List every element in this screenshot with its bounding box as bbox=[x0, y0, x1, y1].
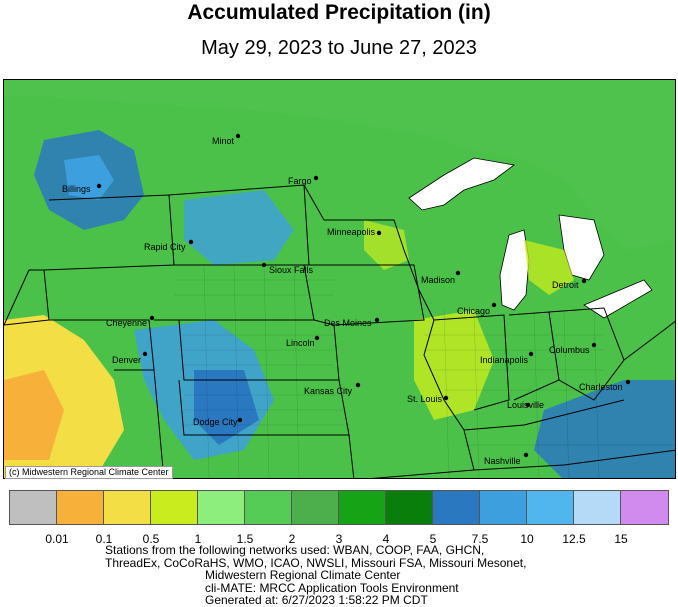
city-dot-indianapolis bbox=[528, 351, 534, 357]
legend-tick-6: 3 bbox=[335, 532, 343, 546]
map-canvas: Minot Billings Fargo Rapid City Minneapo… bbox=[4, 80, 675, 478]
city-label-nashville: Nashville bbox=[484, 456, 521, 466]
city-dot-lincoln bbox=[314, 335, 320, 341]
city-label-denver: Denver bbox=[112, 355, 141, 365]
wet-area-dakota bbox=[184, 190, 294, 265]
legend-tick-12: 15 bbox=[614, 532, 628, 546]
city-markers: Minot Billings Fargo Rapid City Minneapo… bbox=[62, 133, 631, 466]
city-label-louisville: Louisville bbox=[507, 400, 544, 410]
legend-swatch-9 bbox=[433, 491, 480, 524]
notes-line-1: Stations from the following networks use… bbox=[105, 543, 485, 557]
map-credit: (c) Midwestern Regional Climate Center bbox=[5, 466, 173, 479]
city-dot-minneapolis bbox=[376, 230, 382, 236]
city-label-cheyenne: Cheyenne bbox=[106, 318, 147, 328]
canada-region bbox=[4, 80, 675, 250]
city-label-fargo: Fargo bbox=[288, 176, 312, 186]
city-label-des-moines: Des Moines bbox=[324, 318, 372, 328]
city-label-detroit: Detroit bbox=[552, 280, 579, 290]
city-dot-madison bbox=[455, 270, 461, 276]
legend-tick-7: 4 bbox=[382, 532, 390, 546]
legend-tick-9: 7.5 bbox=[471, 532, 489, 546]
map-title: Accumulated Precipitation (in) bbox=[187, 1, 491, 24]
legend-tick-8: 5 bbox=[429, 532, 437, 546]
legend-tick-4: 1.5 bbox=[236, 532, 254, 546]
legend-swatch-3 bbox=[151, 491, 198, 524]
legend-swatch-1 bbox=[57, 491, 104, 524]
city-dot-denver bbox=[142, 351, 148, 357]
city-dot-nashville bbox=[523, 452, 529, 458]
legend-swatch-8 bbox=[386, 491, 433, 524]
city-dot-minot bbox=[235, 133, 241, 139]
city-label-st-louis: St. Louis bbox=[407, 394, 443, 404]
city-label-dodge-city: Dodge City bbox=[193, 417, 238, 427]
lake-superior bbox=[408, 157, 515, 211]
legend-tick-10: 10 bbox=[520, 532, 534, 546]
wet-area-southeast bbox=[534, 380, 675, 478]
city-dot-kansas-city bbox=[355, 382, 361, 388]
notes-line-4: cli-MATE: MRCC Application Tools Environ… bbox=[205, 580, 459, 595]
wet-core-plains bbox=[194, 370, 259, 445]
lake-michigan bbox=[499, 229, 530, 311]
state-borders bbox=[4, 184, 675, 478]
city-label-madison: Madison bbox=[421, 275, 455, 285]
precipitation-legend bbox=[9, 490, 669, 525]
city-dot-charleston bbox=[625, 379, 631, 385]
dry-area-illinois bbox=[414, 310, 494, 420]
city-dot-rapid-city bbox=[188, 239, 194, 245]
notes-line-2: ThreadEx, CoCoRaHS, WMO, ICAO, NWSLI, Mi… bbox=[105, 555, 527, 570]
precipitation-map: Minot Billings Fargo Rapid City Minneapo… bbox=[3, 79, 676, 479]
city-label-chicago: Chicago bbox=[457, 306, 490, 316]
city-dot-dodge-city bbox=[237, 417, 243, 423]
notes-line-3: Midwestern Regional Climate Center bbox=[205, 568, 401, 582]
city-label-indianapolis: Indianapolis bbox=[480, 355, 529, 365]
legend-swatch-13 bbox=[621, 491, 668, 524]
legend-tick-5: 2 bbox=[288, 532, 296, 546]
city-dot-billings bbox=[96, 183, 102, 189]
legend-swatch-12 bbox=[574, 491, 621, 524]
city-dot-des-moines bbox=[374, 317, 380, 323]
legend-swatch-11 bbox=[527, 491, 574, 524]
city-label-billings: Billings bbox=[62, 184, 91, 194]
wet-core-montana bbox=[64, 155, 114, 200]
city-dot-sioux-falls bbox=[261, 262, 267, 268]
legend-swatch-2 bbox=[104, 491, 151, 524]
city-dot-fargo bbox=[313, 175, 319, 181]
legend-swatch-0 bbox=[10, 491, 57, 524]
city-dot-columbus bbox=[591, 342, 597, 348]
city-label-kansas-city: Kansas City bbox=[304, 386, 353, 396]
dry-area-michigan bbox=[524, 240, 574, 295]
legend-swatch-10 bbox=[480, 491, 527, 524]
city-label-minneapolis: Minneapolis bbox=[327, 227, 376, 237]
notes-line-5: Generated at: 6/27/2023 1:58:22 PM CDT bbox=[205, 593, 428, 607]
very-dry-area-southwest bbox=[4, 370, 64, 460]
city-label-lincoln: Lincoln bbox=[286, 338, 315, 348]
city-label-sioux-falls: Sioux Falls bbox=[269, 265, 314, 275]
legend-swatch-7 bbox=[339, 491, 386, 524]
city-label-columbus: Columbus bbox=[549, 345, 590, 355]
city-label-minot: Minot bbox=[212, 136, 235, 146]
city-dot-detroit bbox=[581, 278, 587, 284]
city-dot-chicago bbox=[491, 302, 497, 308]
city-dot-louisville bbox=[525, 402, 531, 408]
city-dot-cheyenne bbox=[149, 315, 155, 321]
legend-tick-2: 0.5 bbox=[142, 532, 160, 546]
city-label-charleston: Charleston bbox=[579, 382, 623, 392]
legend-swatch-4 bbox=[198, 491, 245, 524]
legend-swatch-5 bbox=[245, 491, 292, 524]
legend-tick-0: 0.01 bbox=[45, 532, 69, 546]
legend-tick-1: 0.1 bbox=[95, 532, 113, 546]
legend-tick-11: 12.5 bbox=[562, 532, 586, 546]
date-range-subtitle: May 29, 2023 to June 27, 2023 bbox=[201, 37, 477, 59]
station-notes: Stations from the following networks use… bbox=[105, 544, 526, 607]
city-label-rapid-city: Rapid City bbox=[144, 242, 186, 252]
legend-tick-3: 1 bbox=[194, 532, 202, 546]
legend-swatch-6 bbox=[292, 491, 339, 524]
legend-tick-labels: 0.01 0.1 0.5 1 1.5 2 3 4 5 7.5 10 12.5 15 bbox=[0, 532, 678, 546]
county-grid bbox=[174, 264, 675, 478]
city-dot-st-louis bbox=[443, 395, 449, 401]
